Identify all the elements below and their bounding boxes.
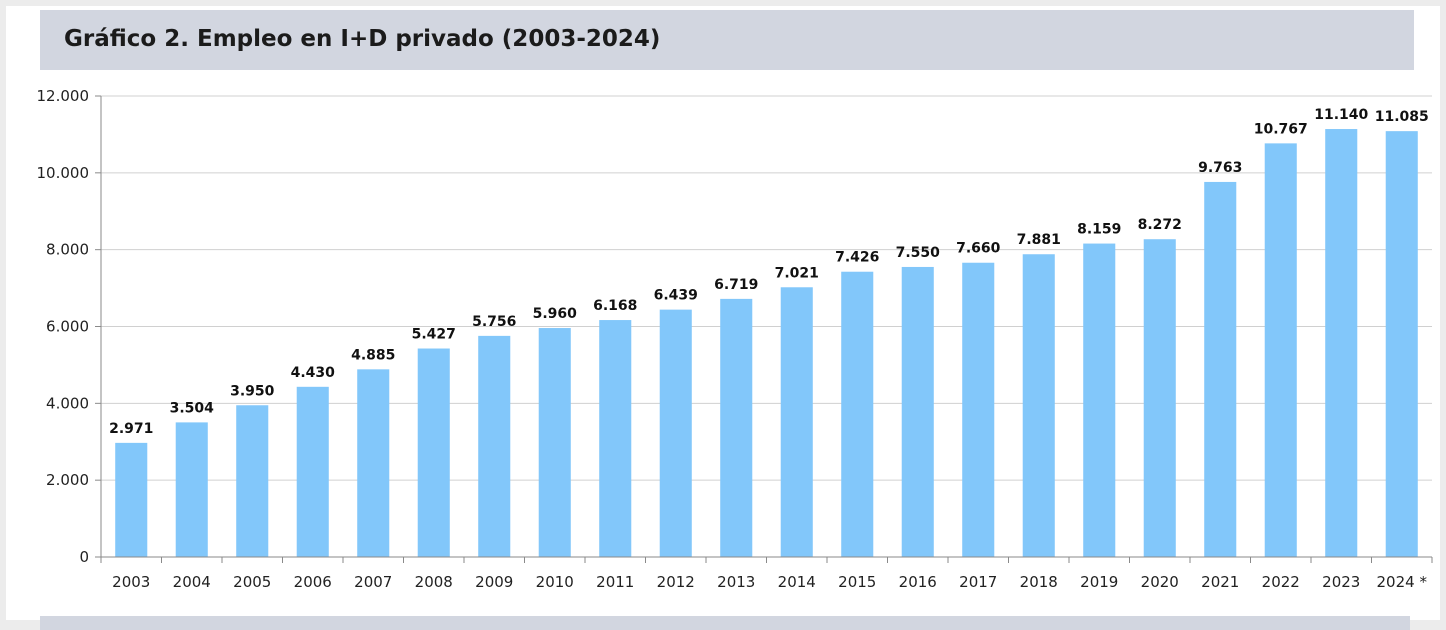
axes (95, 95, 1433, 563)
x-tick-label: 2015 (838, 573, 876, 591)
x-tick-label: 2024 * (1377, 573, 1428, 591)
bar (1264, 143, 1297, 558)
x-tick-label: 2004 (173, 573, 211, 591)
bar (599, 320, 632, 557)
data-label: 7.881 (1017, 232, 1061, 248)
data-label: 8.159 (1077, 222, 1121, 238)
data-label: 6.168 (593, 298, 637, 314)
bar (962, 262, 995, 557)
x-tick-label: 2008 (415, 573, 453, 591)
x-tick-label: 2019 (1080, 573, 1118, 591)
data-label: 10.767 (1254, 121, 1308, 137)
bar (478, 335, 511, 557)
data-label: 4.430 (291, 365, 336, 381)
data-label: 5.756 (472, 314, 516, 330)
x-tick-label: 2022 (1262, 573, 1300, 591)
x-tick-label: 2017 (959, 573, 997, 591)
data-label: 3.950 (230, 383, 275, 399)
bottom-band (40, 616, 1410, 630)
bar (1083, 243, 1116, 557)
x-tick-label: 2010 (536, 573, 574, 591)
bar (1385, 131, 1418, 557)
bar (1143, 239, 1176, 557)
y-tick-label: 4.000 (46, 394, 89, 412)
data-label: 5.960 (533, 306, 578, 322)
y-tick-label: 12.000 (37, 87, 90, 105)
y-tick-label: 2.000 (46, 471, 89, 489)
bars (115, 129, 1418, 558)
x-tick-label: 2012 (657, 573, 695, 591)
y-tick-label: 10.000 (37, 164, 90, 182)
x-tick-label: 2020 (1141, 573, 1179, 591)
bar (236, 405, 269, 557)
data-label: 11.085 (1375, 109, 1429, 125)
x-tick-label: 2005 (233, 573, 271, 591)
data-label: 6.439 (654, 288, 698, 304)
bar (780, 287, 813, 557)
bar (659, 309, 692, 557)
chart-title: Gráfico 2. Empleo en I+D privado (2003-2… (64, 26, 661, 52)
bar (115, 442, 148, 557)
data-label: 4.885 (351, 347, 395, 363)
x-tick-label: 2013 (717, 573, 755, 591)
y-tick-label: 6.000 (46, 318, 89, 336)
x-tick-label: 2006 (294, 573, 332, 591)
x-tick-label: 2003 (112, 573, 150, 591)
data-label: 3.504 (170, 400, 215, 416)
bar (720, 298, 753, 557)
x-tick-label: 2016 (899, 573, 937, 591)
x-tick-label: 2021 (1201, 573, 1239, 591)
y-axis-tick-labels: 0 2.000 4.000 6.000 8.000 10.000 12.000 (37, 87, 90, 566)
x-tick-label: 2023 (1322, 573, 1360, 591)
bar (901, 266, 934, 557)
bar (296, 386, 329, 557)
bar (175, 422, 208, 557)
y-tick-label: 8.000 (46, 241, 89, 259)
bar (1022, 254, 1055, 557)
x-axis-tick-labels: 2003 2004 2005 2006 2007 2008 2009 2010 2011 2012… (112, 573, 1427, 591)
data-label: 9.763 (1198, 160, 1242, 176)
bar (1325, 129, 1358, 557)
data-label: 7.660 (956, 241, 1001, 257)
title-band: Gráfico 2. Empleo en I+D privado (2003-2… (40, 10, 1414, 70)
bar (538, 328, 571, 557)
bar (841, 271, 874, 557)
data-label: 7.426 (835, 250, 879, 266)
x-tick-label: 2007 (354, 573, 392, 591)
data-label: 7.550 (896, 245, 941, 261)
x-tick-label: 2014 (778, 573, 816, 591)
bar (417, 348, 450, 557)
y-tick-label: 0 (79, 548, 89, 566)
x-tick-label: 2011 (596, 573, 634, 591)
data-label: 5.427 (412, 327, 456, 343)
data-label: 11.140 (1314, 107, 1368, 123)
data-label: 7.021 (775, 265, 819, 281)
bar (1204, 181, 1237, 557)
x-tick-label: 2009 (475, 573, 513, 591)
data-label: 2.971 (109, 421, 153, 437)
x-tick-label: 2018 (1020, 573, 1058, 591)
data-label: 6.719 (714, 277, 758, 293)
bar (357, 369, 390, 557)
data-label: 8.272 (1138, 217, 1182, 233)
data-labels: 2.971 3.504 3.950 4.430 4.885 5.427 5.756 5.960… (109, 107, 1429, 437)
